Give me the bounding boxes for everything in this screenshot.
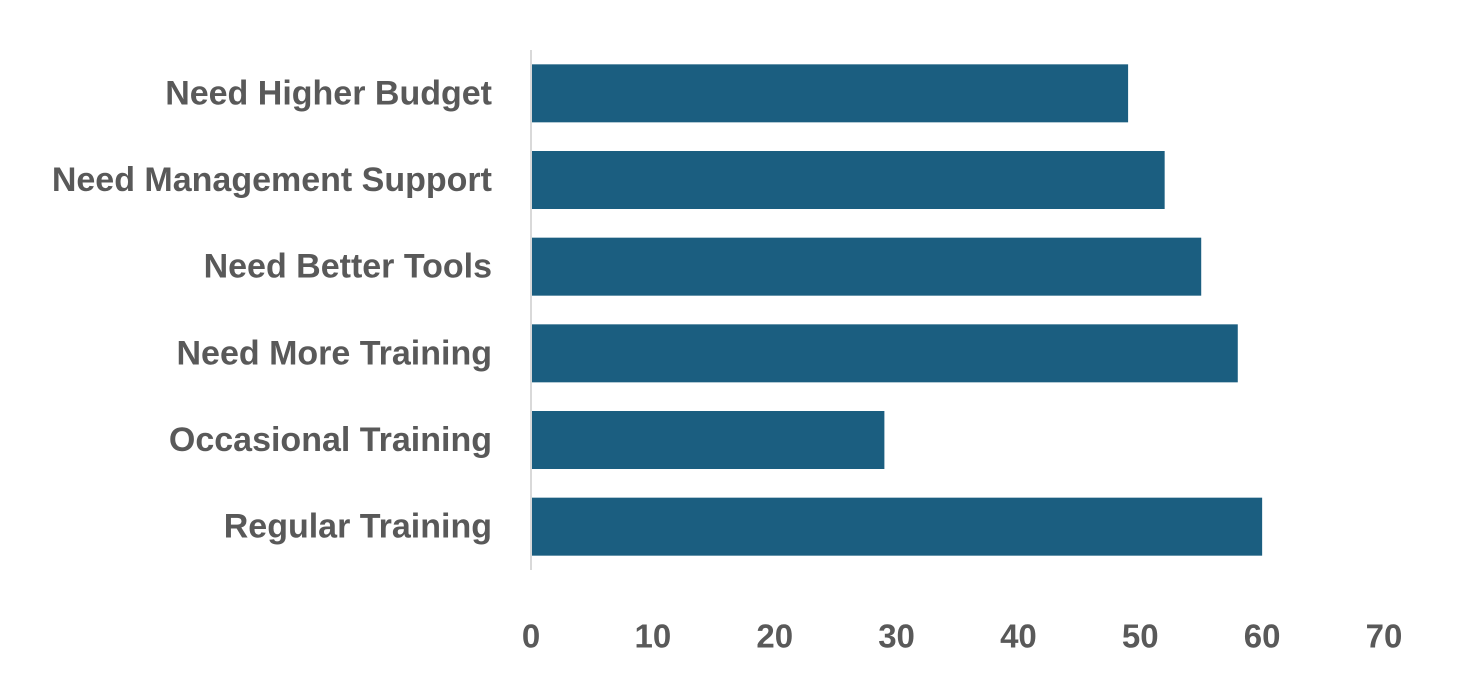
category-label: Need Management Support bbox=[52, 161, 492, 199]
category-label: Occasional Training bbox=[169, 421, 492, 459]
bar-need-better-tools bbox=[531, 237, 1202, 296]
bar-need-more-training bbox=[531, 324, 1238, 383]
x-tick-label: 50 bbox=[1122, 618, 1159, 655]
category-labels: Need Higher Budget Need Management Suppor… bbox=[52, 74, 492, 545]
category-label: Need More Training bbox=[177, 334, 493, 372]
x-tick-label: 40 bbox=[1000, 618, 1037, 655]
x-tick-label: 60 bbox=[1244, 618, 1281, 655]
bar-regular-training bbox=[531, 497, 1263, 556]
x-tick-label: 0 bbox=[522, 618, 540, 655]
bar-need-management-support bbox=[531, 151, 1165, 209]
bar-occasional-training bbox=[531, 411, 885, 469]
bars-layer bbox=[531, 64, 1263, 556]
x-tick-label: 10 bbox=[634, 618, 671, 655]
bar-need-higher-budget bbox=[531, 64, 1129, 123]
x-tick-label: 20 bbox=[756, 618, 793, 655]
x-tick-labels: 0 10 20 30 40 50 60 70 bbox=[522, 618, 1403, 655]
category-label: Need Higher Budget bbox=[165, 74, 492, 112]
category-label: Need Better Tools bbox=[204, 248, 492, 286]
x-tick-label: 70 bbox=[1366, 618, 1403, 655]
x-tick-label: 30 bbox=[878, 618, 915, 655]
category-label: Regular Training bbox=[224, 508, 492, 546]
